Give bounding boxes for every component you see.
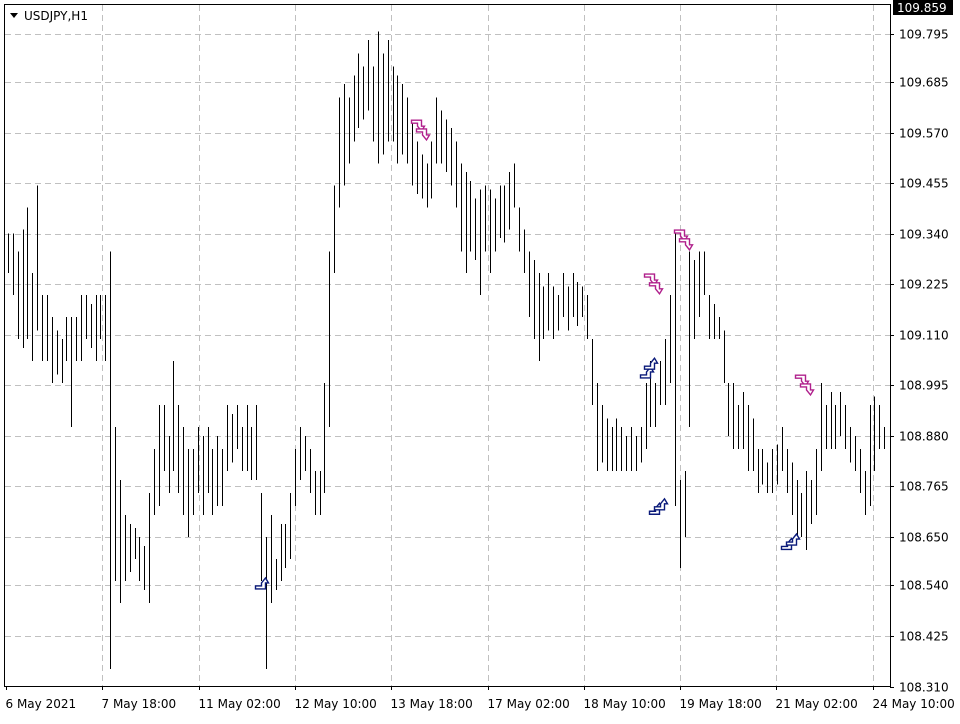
- buy-arrow-icon: [785, 532, 801, 546]
- price-tag-background: [893, 0, 953, 15]
- y-tick-label: 109.455: [899, 177, 949, 191]
- arrows-layer: [254, 119, 815, 590]
- x-tick-label: 18 May 10:00: [584, 697, 666, 711]
- x-tick-label: 19 May 18:00: [680, 697, 762, 711]
- y-tick-label: 108.540: [899, 579, 949, 593]
- y-tick-label: 108.310: [899, 681, 949, 695]
- x-tick-label: 24 May 10:00: [873, 697, 955, 711]
- x-axis: 6 May 2021 7 May 18:00 11 May 02:00 12 May …: [6, 686, 955, 711]
- y-tick-label: 108.765: [899, 480, 949, 494]
- y-tick-label: 108.995: [899, 379, 949, 393]
- sell-arrow-icon: [799, 383, 815, 397]
- sell-arrow-icon: [415, 128, 431, 142]
- x-tick-label: 13 May 18:00: [391, 697, 473, 711]
- x-tick-label: 7 May 18:00: [102, 697, 177, 711]
- y-tick-label: 109.225: [899, 278, 949, 292]
- symbol-header[interactable]: USDJPY,H1: [10, 9, 88, 23]
- current-price-label: 109.859: [897, 1, 947, 15]
- y-tick-label: 109.110: [899, 329, 949, 343]
- y-axis: 109.795 109.685 109.570 109.455 109.340 109.2…: [890, 28, 949, 695]
- x-tick-label: 12 May 10:00: [295, 697, 377, 711]
- y-tick-label: 109.685: [899, 76, 949, 90]
- x-tick-label: 21 May 02:00: [776, 697, 858, 711]
- y-tick-label: 109.340: [899, 228, 949, 242]
- plot-frame: [4, 4, 891, 687]
- x-tick-label: 17 May 02:00: [488, 697, 570, 711]
- sell-arrow-icon: [678, 238, 694, 252]
- y-tick-label: 108.425: [899, 630, 949, 644]
- symbol-label: USDJPY,H1: [24, 9, 88, 23]
- y-tick-label: 109.570: [899, 127, 949, 141]
- buy-arrow-icon: [653, 497, 669, 511]
- grid-layer: [5, 5, 890, 686]
- x-tick-label: 11 May 02:00: [199, 697, 281, 711]
- y-tick-label: 108.880: [899, 430, 949, 444]
- buy-arrow-icon: [643, 356, 659, 370]
- buy-arrow-icon: [254, 576, 270, 590]
- bars-layer: [8, 31, 885, 669]
- y-tick-label: 108.650: [899, 531, 949, 545]
- sell-arrow-icon: [648, 282, 664, 296]
- chevron-down-icon[interactable]: [10, 13, 18, 18]
- x-tick-label: 6 May 2021: [6, 697, 77, 711]
- y-tick-label: 109.795: [899, 28, 949, 42]
- current-price-tag: 109.859: [893, 0, 953, 15]
